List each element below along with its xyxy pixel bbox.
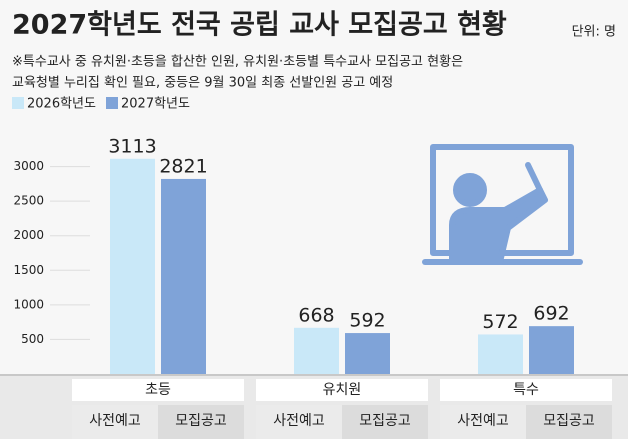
sub-label-cell <box>342 405 428 439</box>
category-cell <box>440 379 612 401</box>
teacher-icon <box>422 144 583 265</box>
category-cell <box>256 379 428 401</box>
value-label: 668 <box>298 304 334 326</box>
value-label: 572 <box>482 311 518 333</box>
sub-label: 모집공고 <box>359 413 411 429</box>
value-label: 3113 <box>108 135 156 157</box>
bar <box>161 178 206 374</box>
y-tick-label: 1500 <box>13 263 44 277</box>
sub-label: 모집공고 <box>543 413 595 429</box>
bar <box>345 333 390 374</box>
legend-swatch <box>12 97 24 109</box>
value-label: 592 <box>349 310 385 332</box>
value-label: 2821 <box>159 155 207 177</box>
sub-label: 사전예고 <box>457 413 509 429</box>
sub-label-cell <box>158 405 244 439</box>
legend-swatch <box>106 97 118 109</box>
value-label: 692 <box>533 303 569 325</box>
x-tick-label: 초등 <box>145 382 171 398</box>
sub-label-cell <box>440 405 526 439</box>
legend-label: 2026학년도 <box>27 97 96 112</box>
y-tick-label: 2500 <box>13 194 44 208</box>
note: 교육청별 누리집 확인 필요, 중등은 9월 30일 최종 선발인원 공고 예정 <box>12 76 393 91</box>
sub-label: 모집공고 <box>175 413 227 429</box>
chart-title: 2027학년도 전국 공립 교사 모집공고 현황 <box>12 10 507 41</box>
x-tick-label: 특수 <box>513 382 539 398</box>
x-tick-label: 유치원 <box>323 382 362 398</box>
sub-label-cell <box>256 405 342 439</box>
sub-label-cell <box>72 405 158 439</box>
bar <box>110 158 155 374</box>
bar <box>478 334 523 374</box>
bar <box>529 326 574 374</box>
bar <box>294 327 339 374</box>
y-tick-label: 3000 <box>13 159 44 173</box>
y-tick-label: 1000 <box>13 297 44 311</box>
legend-label: 2027학년도 <box>121 97 190 112</box>
unit: 단위: 명 <box>572 25 616 40</box>
sub-label: 사전예고 <box>273 413 325 429</box>
note: ※특수교사 중 유치원·초등을 합산한 인원, 유치원·초등별 특수교사 모집공… <box>12 55 463 70</box>
y-tick-label: 500 <box>21 332 44 346</box>
y-tick-label: 2000 <box>13 228 44 242</box>
sub-label-cell <box>526 405 612 439</box>
category-cell <box>72 379 244 401</box>
sub-label: 사전예고 <box>89 413 141 429</box>
